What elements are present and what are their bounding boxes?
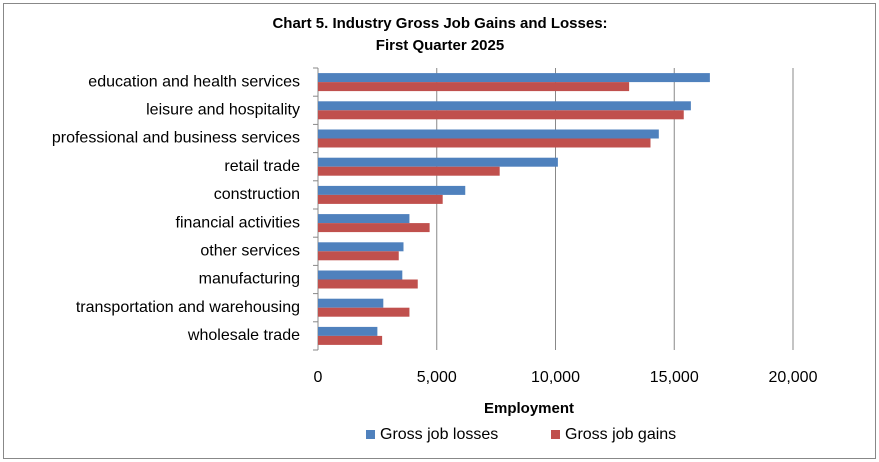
chart-border — [3, 3, 876, 459]
bar — [318, 185, 466, 195]
bar — [318, 223, 430, 233]
x-tick-label: 0 — [314, 369, 323, 386]
legend-swatch — [551, 430, 560, 439]
x-axis-label: Employment — [484, 400, 574, 417]
y-tick-label: manufacturing — [199, 271, 300, 288]
bar — [318, 279, 418, 289]
bar — [318, 242, 404, 252]
bar — [318, 326, 378, 336]
bar — [318, 73, 710, 83]
bar — [318, 270, 403, 280]
y-tick-label: construction — [214, 186, 300, 203]
x-tick-label: 15,000 — [650, 369, 699, 386]
legend-swatch — [366, 430, 375, 439]
y-tick-label: leisure and hospitality — [146, 102, 300, 119]
y-tick-label: wholesale trade — [187, 327, 300, 344]
y-tick-label: transportation and warehousing — [76, 299, 300, 316]
legend-label: Gross job gains — [565, 426, 676, 443]
legend-label: Gross job losses — [380, 426, 498, 443]
bar — [318, 307, 410, 317]
bar — [318, 110, 684, 120]
y-tick-label: education and health services — [88, 73, 300, 90]
bar — [318, 194, 443, 204]
bar — [318, 166, 500, 176]
x-tick-label: 5,000 — [417, 369, 457, 386]
x-tick-label: 10,000 — [531, 369, 580, 386]
y-tick-label: financial activities — [176, 214, 301, 231]
bar — [318, 101, 691, 111]
bar — [318, 214, 410, 224]
bar — [318, 298, 384, 308]
bar — [318, 251, 399, 261]
bar — [318, 82, 630, 92]
y-tick-label: retail trade — [224, 158, 300, 175]
x-tick-label: 20,000 — [769, 369, 818, 386]
chart-title: First Quarter 2025 — [376, 37, 504, 54]
y-tick-label: professional and business services — [52, 130, 300, 147]
bar — [318, 138, 651, 148]
bar — [318, 157, 558, 167]
chart-title: Chart 5. Industry Gross Job Gains and Lo… — [272, 15, 607, 32]
bar — [318, 335, 383, 345]
y-tick-label: other services — [200, 243, 300, 260]
bar — [318, 129, 659, 139]
